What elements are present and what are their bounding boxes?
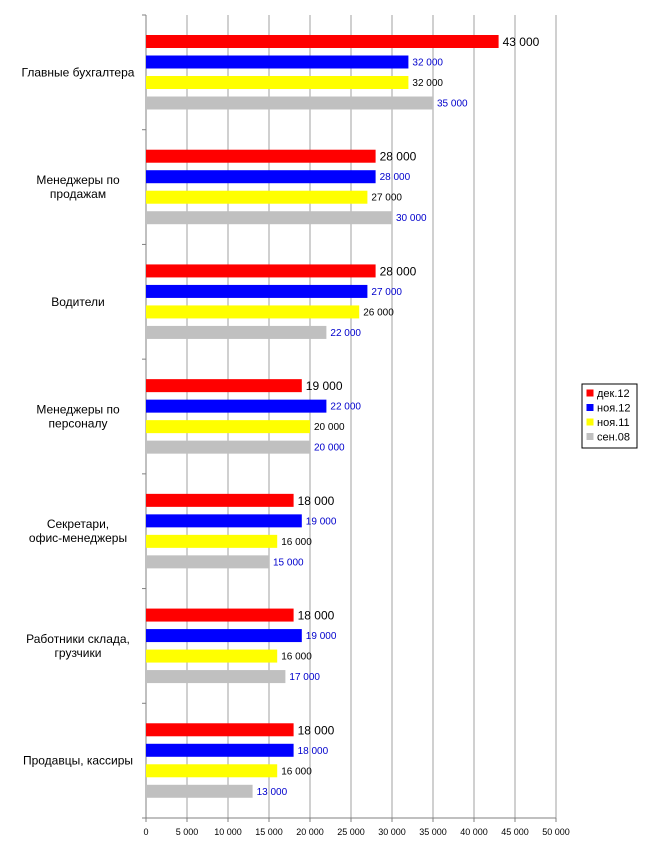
data-label: 16 000 <box>281 537 312 548</box>
data-label: 19 000 <box>306 631 337 642</box>
legend-label: ноя.11 <box>597 417 630 429</box>
x-tick-label: 20 000 <box>296 827 324 837</box>
data-label: 22 000 <box>330 328 361 339</box>
bar <box>146 264 376 278</box>
category-label-line: Менеджеры по <box>36 403 120 417</box>
legend-label: сен.08 <box>597 432 630 444</box>
bar <box>146 55 409 69</box>
x-tick-label: 0 <box>143 827 148 837</box>
bar <box>146 743 294 757</box>
data-label: 18 000 <box>298 723 335 737</box>
data-label: 15 000 <box>273 557 304 568</box>
category-label-line: Менеджеры по <box>36 173 120 187</box>
category-label-line: продажам <box>50 187 106 201</box>
category-label-line: офис-менеджеры <box>29 531 127 545</box>
x-tick-label: 25 000 <box>337 827 365 837</box>
bar <box>146 284 368 298</box>
bar <box>146 514 302 528</box>
bar <box>146 76 409 89</box>
legend-label: дек.12 <box>597 388 630 400</box>
x-tick-label: 5 000 <box>176 827 199 837</box>
data-label: 35 000 <box>437 99 468 110</box>
x-tick-label: 50 000 <box>542 827 570 837</box>
data-label: 19 000 <box>306 516 337 527</box>
data-label: 13 000 <box>257 787 288 798</box>
bar <box>146 764 278 778</box>
legend-swatch <box>586 389 594 397</box>
category-label-line: персоналу <box>49 417 108 431</box>
x-tick-label: 40 000 <box>460 827 488 837</box>
data-label: 32 000 <box>412 58 443 69</box>
category-label-line: Работники склада, <box>26 632 130 646</box>
category-label: Секретари, офис-менеджеры <box>29 517 127 545</box>
data-label: 20 000 <box>314 422 345 433</box>
bar <box>146 649 278 663</box>
bar <box>146 670 286 684</box>
legend-swatch <box>586 404 594 411</box>
bar <box>146 555 269 569</box>
x-tick-labels: 0 5 000 10 000 15 000 20 000 25 000 30 000 35 0… <box>143 827 569 837</box>
bar <box>146 440 310 454</box>
x-tick-label: 10 000 <box>214 827 242 837</box>
bar <box>146 211 392 225</box>
data-label: 18 000 <box>298 609 335 623</box>
legend-label: ноя.12 <box>597 403 630 415</box>
data-label: 16 000 <box>281 766 312 777</box>
bar <box>146 379 302 393</box>
x-tick-label: 15 000 <box>255 827 283 837</box>
legend: дек.12 ноя.12 ноя.11 сен.08 <box>581 383 638 449</box>
data-label: 27 000 <box>371 193 402 204</box>
category-label: Менеджеры по персоналу <box>36 403 120 431</box>
bar <box>146 629 302 643</box>
data-label: 32 000 <box>412 78 443 89</box>
bar <box>146 190 368 204</box>
data-label: 28 000 <box>380 172 411 183</box>
x-tick-label: 35 000 <box>419 827 447 837</box>
bars <box>146 35 499 798</box>
bar <box>146 723 294 737</box>
data-label: 28 000 <box>380 264 417 278</box>
axes <box>142 14 557 822</box>
bar <box>146 170 376 184</box>
data-label: 18 000 <box>298 494 335 508</box>
data-label: 28 000 <box>380 150 417 164</box>
bar <box>146 149 376 163</box>
data-label: 27 000 <box>371 287 402 298</box>
data-label: 43 000 <box>503 35 540 49</box>
legend-swatch <box>586 418 594 426</box>
category-label: Менеджеры по продажам <box>36 173 120 201</box>
data-label: 30 000 <box>396 213 427 224</box>
category-label: Работники склада, грузчики <box>26 632 130 660</box>
bar <box>146 608 294 622</box>
bar <box>146 784 253 798</box>
data-label: 20 000 <box>314 443 345 454</box>
legend-swatch <box>586 433 594 440</box>
data-label: 18 000 <box>298 746 329 757</box>
data-label: 22 000 <box>330 402 361 413</box>
category-label: Продавцы, кассиры <box>23 754 133 768</box>
data-labels: 43 000 32 000 32 000 35 000 28 000 28 000 27 0… <box>257 35 540 798</box>
grid-lines <box>186 15 557 818</box>
data-label: 26 000 <box>363 307 394 318</box>
bar <box>146 325 327 339</box>
x-tick-label: 30 000 <box>378 827 406 837</box>
data-label: 16 000 <box>281 652 312 663</box>
category-label: Водители <box>51 295 104 309</box>
data-label: 17 000 <box>289 672 320 683</box>
bar <box>146 35 499 48</box>
bar <box>146 493 294 507</box>
x-tick-label: 45 000 <box>501 827 529 837</box>
bar <box>146 305 360 319</box>
data-label: 19 000 <box>306 379 343 393</box>
bar <box>146 399 327 413</box>
category-label-line: Секретари, <box>47 517 109 531</box>
bar <box>146 420 310 434</box>
category-label-line: грузчики <box>55 646 102 660</box>
bar <box>146 96 433 110</box>
bar <box>146 534 278 548</box>
category-label: Главные бухгалтера <box>22 65 135 79</box>
